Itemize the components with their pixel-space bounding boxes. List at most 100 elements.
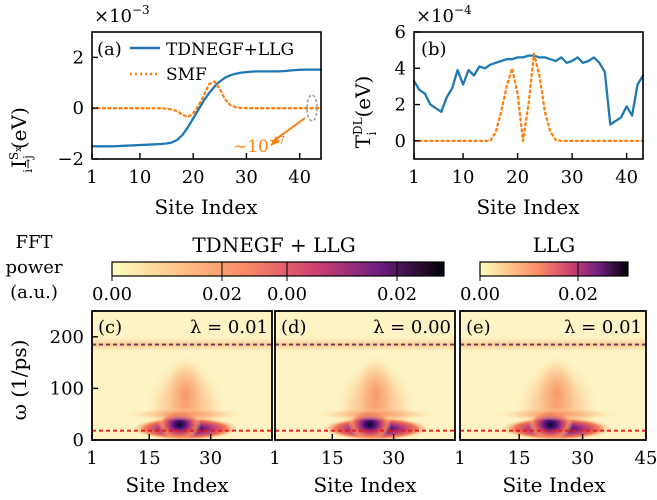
xtick-label-3: 30 bbox=[235, 167, 258, 188]
colorbar-tdnegf: TDNEGF + LLG 0.00 0.02 0.00 0.02 bbox=[92, 233, 445, 305]
heat-xtick-label-1: 15 bbox=[138, 448, 161, 469]
panel-b-plot: 1 10 20 30 40 0 2 4 6 bbox=[395, 22, 645, 188]
heat-lambda-label: λ = 0.00 bbox=[373, 317, 451, 338]
annotation-ellipse bbox=[306, 94, 318, 122]
fft-label-line-2: power bbox=[5, 257, 62, 278]
heat-content bbox=[92, 311, 272, 440]
ytick-label-0: 0 bbox=[395, 131, 406, 152]
panel-b: TDLi (eV) ×10−4 1 10 20 30 40 0 2 4 6 (b) Site In… bbox=[351, 3, 645, 219]
colorbar-llg-title: LLG bbox=[533, 233, 576, 257]
panel-b-ylabel-sup: DL bbox=[351, 117, 365, 135]
colorbar-llg-tick-1: 0.02 bbox=[558, 284, 598, 305]
colorbar-tdnegf-tick-0b: 0.00 bbox=[267, 284, 307, 305]
heat-band-50 bbox=[314, 407, 437, 421]
heat-band-50 bbox=[493, 407, 620, 421]
heat-xtick-label-2: 30 bbox=[571, 448, 594, 469]
series-line-0 bbox=[90, 68, 323, 148]
panel-a-panel-label: (a) bbox=[97, 39, 122, 60]
panel-b-multiplier: ×10−4 bbox=[416, 3, 472, 27]
ytick-label-1: 2 bbox=[395, 95, 406, 116]
heat-xtick-label-0: 1 bbox=[269, 448, 280, 469]
ytick-label-1: 0 bbox=[73, 98, 84, 119]
colorbar-llg: LLG 0.00 0.02 bbox=[460, 233, 629, 305]
panel-a: ISx i→j (eV) ×10−3 1 10 20 30 40 −2 0 2 (a) TDNEG… bbox=[7, 3, 323, 219]
panel-d: (d) λ = 0.00 1 15 30 bbox=[269, 310, 456, 469]
colorbar-tdnegf-tick-1b: 0.02 bbox=[377, 284, 417, 305]
series-line-1 bbox=[412, 52, 645, 143]
panel-b-ylabel-main: T bbox=[351, 134, 375, 148]
heat-lambda-label: λ = 0.01 bbox=[564, 317, 642, 338]
series-line-1 bbox=[90, 80, 323, 119]
panel-c: (c) λ = 0.01 1 15 30 0 100 200 bbox=[50, 310, 273, 469]
panel-b-ylabel-unit: (eV) bbox=[351, 76, 375, 118]
heat-band-50 bbox=[124, 407, 247, 421]
xtick-label-2: 20 bbox=[506, 167, 529, 188]
panel-a-frame bbox=[91, 31, 322, 160]
heat-xtick-label-0: 1 bbox=[86, 448, 97, 469]
xtick-label-2: 20 bbox=[182, 167, 205, 188]
ytick-label-2: 2 bbox=[73, 47, 84, 68]
legend-label-smf: SMF bbox=[166, 65, 207, 85]
panel-e: (e) λ = 0.01 1 15 30 45 bbox=[454, 310, 657, 469]
heat-content bbox=[460, 311, 646, 440]
heat-xtick-label-1: 15 bbox=[321, 448, 344, 469]
annotation-text: ∼10−7 bbox=[233, 134, 285, 157]
heat-top-band bbox=[275, 336, 455, 353]
heat-xtick-label-0: 1 bbox=[454, 448, 465, 469]
heat-ytick-label-2: 200 bbox=[50, 327, 84, 348]
panel-a-ylabel-sup: S bbox=[7, 152, 21, 160]
ytick-label-3: 6 bbox=[395, 22, 406, 43]
xtick-label-4: 40 bbox=[288, 167, 311, 188]
panel-a-multiplier: ×10−3 bbox=[94, 3, 150, 27]
xtick-label-1: 10 bbox=[452, 167, 475, 188]
svg-text:TDLi(eV): TDLi (eV) bbox=[351, 76, 379, 149]
heat-top-band bbox=[92, 336, 272, 353]
xtick-label-0: 1 bbox=[408, 167, 419, 188]
fft-label-line-1: FFT bbox=[16, 232, 53, 253]
xtick-label-3: 30 bbox=[561, 167, 584, 188]
xtick-label-4: 40 bbox=[615, 167, 638, 188]
panel-a-ylabel-unit: (eV) bbox=[7, 107, 31, 149]
panel-b-yaxis-label: TDLi (eV) bbox=[351, 76, 379, 149]
heat-ytick-label-0: 0 bbox=[73, 430, 84, 451]
xtick-label-1: 10 bbox=[128, 167, 151, 188]
panel-a-legend: TDNEGF+LLG SMF bbox=[130, 40, 294, 85]
panel-d-xlabel: Site Index bbox=[313, 473, 417, 497]
panel-a-ylabel-sub: i→j bbox=[21, 155, 35, 173]
heat-content bbox=[275, 311, 455, 440]
heat-xtick-label-1: 15 bbox=[508, 448, 531, 469]
heat-xtick-label-2: 30 bbox=[382, 448, 405, 469]
heat-xtick-label-2: 30 bbox=[199, 448, 222, 469]
panel-a-ylabel-sup-sub: x bbox=[14, 147, 24, 152]
heat-frame bbox=[91, 310, 273, 441]
heat-frame bbox=[459, 310, 647, 441]
series-line-0 bbox=[412, 54, 645, 126]
xtick-label-0: 1 bbox=[86, 167, 97, 188]
panel-b-ylabel-sub: i bbox=[365, 131, 379, 135]
ytick-label-0: −2 bbox=[57, 149, 84, 170]
fft-power-label: FFT power (a.u.) bbox=[5, 232, 62, 303]
ytick-label-2: 4 bbox=[395, 58, 406, 79]
annotation-arrow-shaft bbox=[271, 117, 306, 143]
panel-b-xlabel: Site Index bbox=[476, 195, 580, 219]
colorbar-tdnegf-title: TDNEGF + LLG bbox=[192, 233, 355, 257]
panel-c-xlabel: Site Index bbox=[125, 473, 229, 497]
heat-lambda-label: λ = 0.01 bbox=[190, 317, 268, 338]
heatmap-ylabel: ω (1/ps) bbox=[7, 340, 31, 421]
panel-a-plot: 1 10 20 30 40 −2 0 2 bbox=[57, 47, 323, 188]
heat-frame bbox=[274, 310, 456, 441]
panel-a-yaxis-label: ISx i→j (eV) bbox=[7, 107, 35, 173]
panel-a-ylabel-main: I bbox=[7, 160, 31, 168]
annotation-arrow-head bbox=[270, 136, 280, 146]
colorbar-tdnegf-tick-0: 0.00 bbox=[92, 284, 132, 305]
legend-label-tdnegf: TDNEGF+LLG bbox=[166, 40, 294, 60]
panel-e-xlabel: Site Index bbox=[502, 473, 606, 497]
panel-a-xlabel: Site Index bbox=[154, 195, 258, 219]
heat-panel-label: (c) bbox=[98, 317, 122, 338]
panel-b-frame bbox=[413, 31, 644, 160]
fft-label-line-3: (a.u.) bbox=[10, 282, 58, 303]
heat-panel-label: (e) bbox=[466, 317, 491, 338]
colorbar-tdnegf-tick-1: 0.02 bbox=[202, 284, 242, 305]
heat-panel-label: (d) bbox=[281, 317, 307, 338]
